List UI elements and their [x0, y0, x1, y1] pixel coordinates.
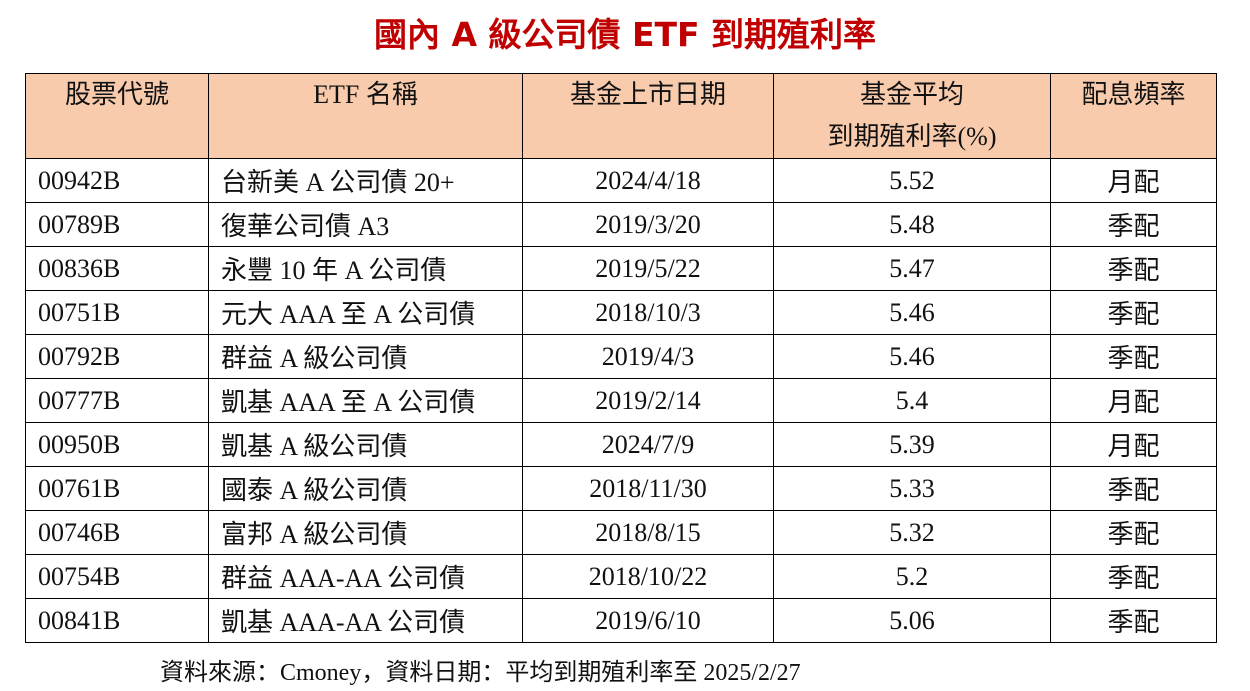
table-cell: 00836B — [25, 246, 209, 291]
table-cell: 00777B — [25, 378, 209, 423]
table-cell: 00754B — [25, 554, 209, 599]
table-cell: 2019/6/10 — [522, 598, 774, 643]
header-cell: 配息頻率 — [1050, 73, 1217, 159]
table-cell: 2018/10/22 — [522, 554, 774, 599]
table-cell: 復華公司債 A3 — [208, 202, 523, 247]
table-cell: 5.52 — [773, 158, 1051, 203]
header-line: 基金平均 — [859, 80, 964, 109]
table-cell: 群益 A 級公司債 — [208, 334, 523, 379]
table-cell: 季配 — [1050, 510, 1217, 555]
header-line: 到期殖利率(%) — [827, 122, 997, 151]
table-cell: 2018/8/15 — [522, 510, 774, 555]
table-cell: 凱基 AAA 至 A 公司債 — [208, 378, 523, 423]
table-cell: 5.46 — [773, 334, 1051, 379]
table-cell: 2024/7/9 — [522, 422, 774, 467]
table-row: 00751B 元大 AAA 至 A 公司債 2018/10/3 5.46 季配 — [25, 290, 1217, 335]
table-cell: 2024/4/18 — [522, 158, 774, 203]
table-cell: 2019/5/22 — [522, 246, 774, 291]
footnote: 資料來源：Cmoney，資料日期：平均到期殖利率至 2025/2/27 — [160, 660, 801, 686]
table-cell: 台新美 A 公司債 20+ — [208, 158, 523, 203]
table-row: 00841B 凱基 AAA-AA 公司債 2019/6/10 5.06 季配 — [25, 598, 1217, 643]
table-cell: 季配 — [1050, 554, 1217, 599]
yield-table: 股票代號 ETF 名稱 基金上市日期 基金平均 到期殖利率(%) 配息頻率 00942B 台… — [25, 73, 1217, 643]
table-cell: 5.4 — [773, 378, 1051, 423]
table-cell: 群益 AAA-AA 公司債 — [208, 554, 523, 599]
table-cell: 凱基 AAA-AA 公司債 — [208, 598, 523, 643]
table-body: 00942B 台新美 A 公司債 20+ 2024/4/18 5.52 月配 00789B… — [25, 158, 1217, 643]
table-cell: 月配 — [1050, 422, 1217, 467]
table-cell: 5.46 — [773, 290, 1051, 335]
table-cell: 季配 — [1050, 334, 1217, 379]
table-row: 00761B 國泰 A 級公司債 2018/11/30 5.33 季配 — [25, 466, 1217, 511]
header-cell: ETF 名稱 — [208, 73, 523, 159]
table-cell: 月配 — [1050, 378, 1217, 423]
table-row: 00950B 凱基 A 級公司債 2024/7/9 5.39 月配 — [25, 422, 1217, 467]
table-row: 00789B 復華公司債 A3 2019/3/20 5.48 季配 — [25, 202, 1217, 247]
table-cell: 5.33 — [773, 466, 1051, 511]
table-cell: 凱基 A 級公司債 — [208, 422, 523, 467]
table-cell: 5.47 — [773, 246, 1051, 291]
table-cell: 永豐 10 年 A 公司債 — [208, 246, 523, 291]
table-cell: 00792B — [25, 334, 209, 379]
header-cell: 基金上市日期 — [522, 73, 774, 159]
header-cell: 基金平均到期殖利率(%) — [773, 73, 1051, 159]
table-row: 00777B 凱基 AAA 至 A 公司債 2019/2/14 5.4 月配 — [25, 378, 1217, 423]
table-cell: 國泰 A 級公司債 — [208, 466, 523, 511]
table-cell: 富邦 A 級公司債 — [208, 510, 523, 555]
table-cell: 5.39 — [773, 422, 1051, 467]
table-cell: 00751B — [25, 290, 209, 335]
table-row: 00942B 台新美 A 公司債 20+ 2024/4/18 5.52 月配 — [25, 158, 1217, 203]
table-cell: 2019/2/14 — [522, 378, 774, 423]
table-cell: 季配 — [1050, 246, 1217, 291]
table-cell: 季配 — [1050, 202, 1217, 247]
table-cell: 2019/4/3 — [522, 334, 774, 379]
table-cell: 2018/11/30 — [522, 466, 774, 511]
table-cell: 00789B — [25, 202, 209, 247]
table-cell: 00942B — [25, 158, 209, 203]
table-row: 00754B 群益 AAA-AA 公司債 2018/10/22 5.2 季配 — [25, 554, 1217, 599]
header-row: 股票代號 ETF 名稱 基金上市日期 基金平均 到期殖利率(%) 配息頻率 — [25, 73, 1217, 159]
table-cell: 季配 — [1050, 290, 1217, 335]
table-cell: 5.06 — [773, 598, 1051, 643]
table-row: 00792B 群益 A 級公司債 2019/4/3 5.46 季配 — [25, 334, 1217, 379]
table-header: 股票代號 ETF 名稱 基金上市日期 基金平均 到期殖利率(%) 配息頻率 — [25, 73, 1217, 159]
table-row: 00746B 富邦 A 級公司債 2018/8/15 5.32 季配 — [25, 510, 1217, 555]
table-cell: 元大 AAA 至 A 公司債 — [208, 290, 523, 335]
table-cell: 月配 — [1050, 158, 1217, 203]
header-cell: 股票代號 — [25, 73, 209, 159]
table-cell: 00761B — [25, 466, 209, 511]
table-cell: 5.48 — [773, 202, 1051, 247]
title: 國內 A 級公司債 ETF 到期殖利率 — [373, 15, 877, 54]
table-cell: 00746B — [25, 510, 209, 555]
table-cell: 季配 — [1050, 466, 1217, 511]
table-cell: 00841B — [25, 598, 209, 643]
table-cell: 00950B — [25, 422, 209, 467]
table-row: 00836B 永豐 10 年 A 公司債 2019/5/22 5.47 季配 — [25, 246, 1217, 291]
table-cell: 2019/3/20 — [522, 202, 774, 247]
table-cell: 季配 — [1050, 598, 1217, 643]
table-cell: 5.32 — [773, 510, 1051, 555]
table-cell: 2018/10/3 — [522, 290, 774, 335]
table-cell: 5.2 — [773, 554, 1051, 599]
